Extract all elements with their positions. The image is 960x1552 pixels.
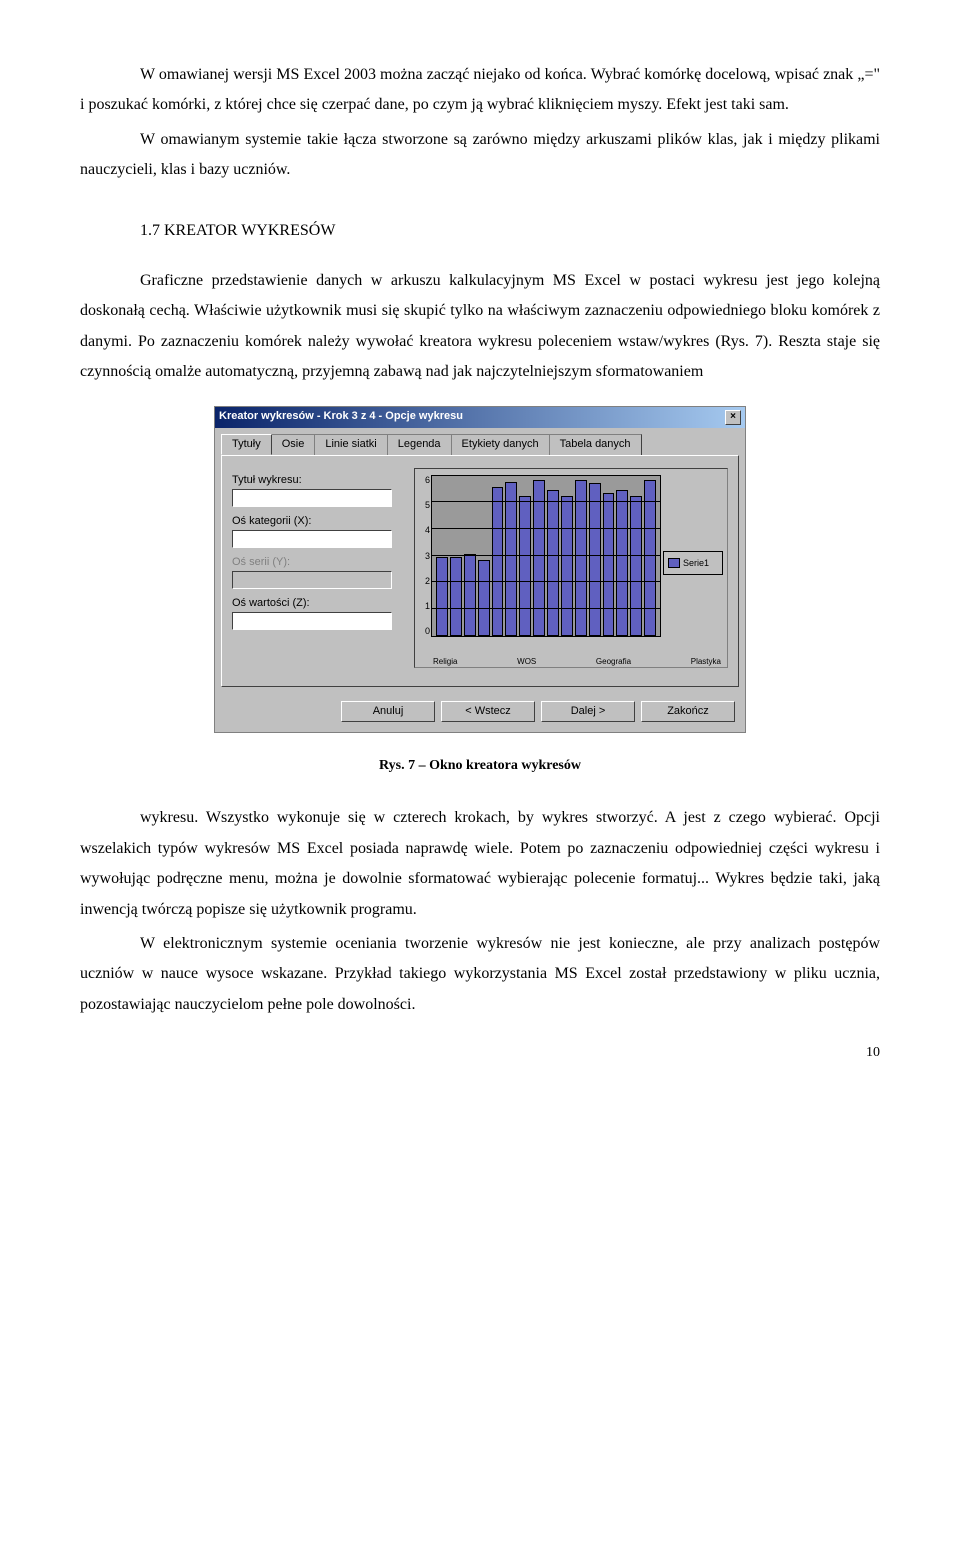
legend-swatch [668,558,680,568]
section-heading: 1.7 KREATOR WYKRESÓW [140,216,880,246]
legend-label: Serie1 [683,558,709,569]
bar [478,560,490,636]
tab-datalabels[interactable]: Etykiety danych [451,434,550,455]
bar [492,487,504,636]
chart-wizard-dialog: Kreator wykresów - Krok 3 z 4 - Opcje wy… [214,406,746,733]
chart-area: 6 5 4 3 2 1 0 [415,469,727,667]
dialog-panel: Tytuł wykresu: Oś kategorii (X): Oś seri… [221,455,739,687]
back-button[interactable]: < Wstecz [441,701,535,722]
bar [644,480,656,636]
bar [547,490,559,636]
paragraph-1: W omawianej wersji MS Excel 2003 można z… [80,60,880,121]
bar [630,496,642,636]
plot-area [431,475,661,637]
paragraph-5: W elektronicznym systemie oceniania twor… [80,929,880,1020]
input-column: Tytuł wykresu: Oś kategorii (X): Oś seri… [232,468,402,668]
tab-datatable[interactable]: Tabela danych [549,434,642,455]
next-button[interactable]: Dalej > [541,701,635,722]
bar [505,482,517,636]
bar [464,554,476,636]
bar [603,493,615,636]
close-icon[interactable]: × [725,410,741,425]
label-chart-title: Tytuł wykresu: [232,474,402,487]
bar [533,480,545,636]
label-y-axis: Oś serii (Y): [232,556,402,569]
bar [575,480,587,636]
dialog-titlebar: Kreator wykresów - Krok 3 z 4 - Opcje wy… [215,407,745,428]
x-axis-ticks: Religia WOS Geografia Plastyka [429,657,725,667]
tab-axes[interactable]: Osie [271,434,316,455]
tab-legend[interactable]: Legenda [387,434,452,455]
cancel-button[interactable]: Anuluj [341,701,435,722]
finish-button[interactable]: Zakończ [641,701,735,722]
dialog-title: Kreator wykresów - Krok 3 z 4 - Opcje wy… [219,410,463,423]
bar [561,496,573,636]
bar [450,557,462,636]
dialog-buttons: Anuluj < Wstecz Dalej > Zakończ [215,693,745,732]
bar [519,496,531,636]
figure-caption: Rys. 7 – Okno kreatora wykresów [80,753,880,780]
tab-titles[interactable]: Tytuły [221,434,272,455]
page-number: 10 [80,1040,880,1067]
input-y-axis [232,571,392,589]
paragraph-3: Graficzne przedstawienie danych w arkusz… [80,266,880,388]
paragraph-2: W omawianym systemie takie łącza stworzo… [80,125,880,186]
input-x-axis[interactable] [232,530,392,548]
label-x-axis: Oś kategorii (X): [232,515,402,528]
bar [436,557,448,636]
chart-legend: Serie1 [663,551,723,575]
paragraph-4: wykresu. Wszystko wykonuje się w czterec… [80,803,880,925]
label-z-axis: Oś wartości (Z): [232,597,402,610]
tab-gridlines[interactable]: Linie siatki [314,434,387,455]
input-z-axis[interactable] [232,612,392,630]
y-axis-ticks: 6 5 4 3 2 1 0 [415,469,431,657]
input-chart-title[interactable] [232,489,392,507]
bar [589,483,601,635]
dialog-tabs: Tytuły Osie Linie siatki Legenda Etykiet… [215,428,745,455]
chart-preview: 6 5 4 3 2 1 0 [414,468,728,668]
bar [616,490,628,636]
